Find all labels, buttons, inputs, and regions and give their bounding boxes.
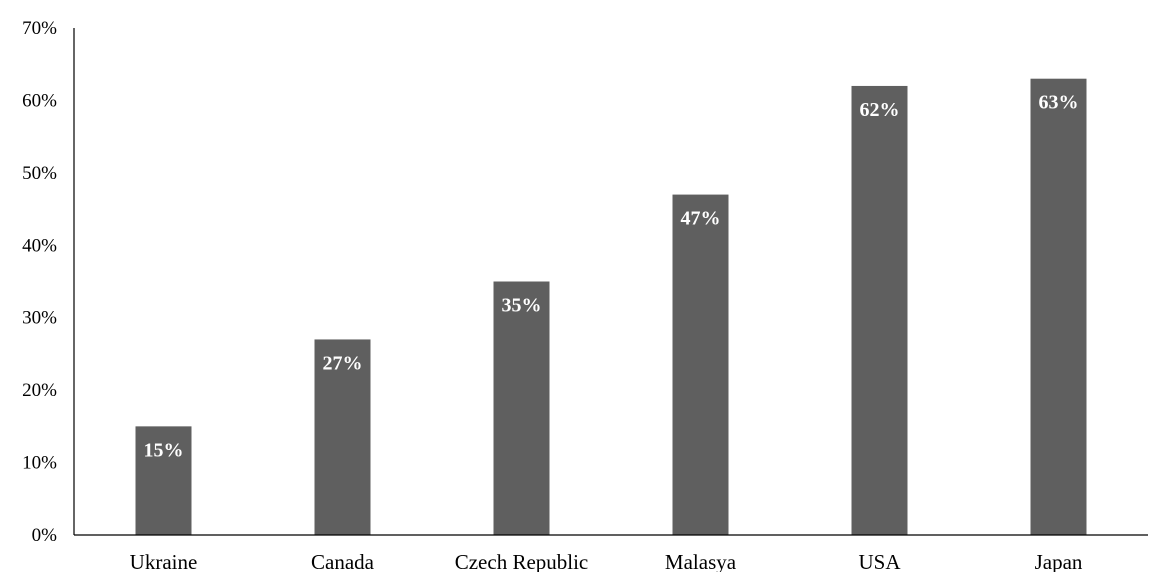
bar-ukraine (135, 426, 192, 535)
data-labels: 15% 27% 35% 47% 62% 63% (144, 92, 1079, 462)
y-tick-label: 40% (22, 235, 57, 256)
y-tick-label: 70% (22, 18, 57, 39)
x-tick-label: USA (858, 550, 901, 572)
x-tick-label: Malasya (665, 550, 737, 572)
bar-japan (1030, 78, 1087, 535)
y-tick-label: 10% (22, 453, 57, 474)
x-tick-label: Ukraine (130, 550, 198, 572)
bar-czech-republic (493, 281, 550, 535)
data-label: 62% (860, 99, 900, 121)
data-label: 63% (1039, 92, 1079, 114)
bar-malasya (672, 194, 729, 536)
bar-canada (314, 339, 371, 535)
y-axis-ticks: 0% 10% 20% 30% 40% 50% 60% 70% (22, 18, 57, 546)
y-tick-label: 60% (22, 90, 57, 111)
x-tick-label: Japan (1035, 550, 1083, 572)
data-label: 27% (323, 352, 363, 374)
x-tick-label: Czech Republic (455, 550, 589, 572)
data-label: 35% (502, 295, 542, 317)
bars (135, 78, 1087, 536)
data-label: 15% (144, 439, 184, 461)
y-tick-label: 0% (32, 525, 58, 546)
data-label: 47% (681, 208, 721, 230)
x-tick-label: Canada (311, 550, 375, 572)
y-tick-label: 50% (22, 163, 57, 184)
bar-usa (851, 85, 908, 535)
x-axis-labels: Ukraine Canada Czech Republic Malasya USA Jap… (130, 550, 1083, 572)
y-tick-label: 30% (22, 308, 57, 329)
y-tick-label: 20% (22, 380, 57, 401)
